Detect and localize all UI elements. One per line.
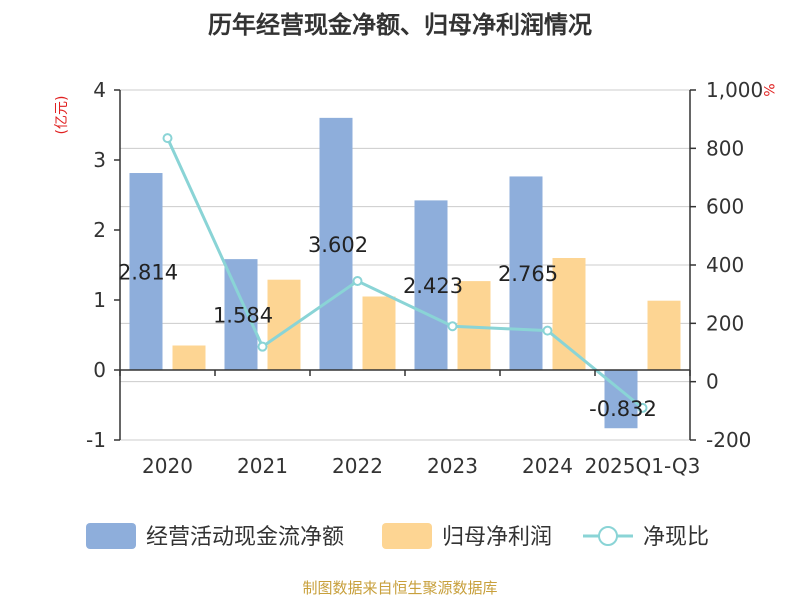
cash-flow-data-label: -0.832 <box>589 397 657 421</box>
legend-label: 经营活动现金流净额 <box>146 525 344 550</box>
cash-flow-data-label: 3.602 <box>308 233 368 257</box>
cash-flow-data-label: 2.765 <box>498 262 558 286</box>
legend-swatch <box>86 523 136 549</box>
cash-flow-data-label: 2.814 <box>118 261 178 285</box>
right-tick-label: 0 <box>706 370 719 394</box>
cash-flow-data-label: 1.584 <box>213 304 273 328</box>
legend-item-cash-flow[interactable]: 经营活动现金流净额 <box>86 523 344 550</box>
legend-item-net-profit[interactable]: 归母净利润 <box>382 523 552 550</box>
ratio-point <box>352 276 363 287</box>
ratio-line-path <box>166 137 644 410</box>
bar-cash-flow <box>319 117 353 370</box>
bars <box>129 117 681 429</box>
legend-label: 归母净利润 <box>442 525 552 550</box>
x-tick-label: 2020 <box>142 454 193 478</box>
grid-lines <box>120 89 690 441</box>
right-tick-label: -200 <box>706 428 751 452</box>
ratio-point <box>637 402 648 413</box>
ratio-line <box>162 133 648 413</box>
x-tick-label: 2022 <box>332 454 383 478</box>
ratio-point <box>257 341 268 352</box>
right-tick-label: 600 <box>706 195 744 219</box>
bar-net-profit <box>362 296 396 370</box>
left-axis-unit: (亿元) <box>54 96 70 135</box>
cash-flow-data-label: 2.423 <box>403 274 463 298</box>
data-labels: 2.814 1.584 3.602 2.423 2.765 -0.832 <box>118 233 657 421</box>
x-tick-label: 2021 <box>237 454 288 478</box>
left-tick-label: 2 <box>93 218 106 242</box>
source-footer: 制图数据来自恒生聚源数据库 <box>302 579 497 597</box>
x-tick-label: 2023 <box>427 454 478 478</box>
bar-net-profit <box>647 300 681 370</box>
x-tick-label: 2025Q1-Q3 <box>585 454 701 478</box>
legend-label: 净现比 <box>643 525 709 550</box>
right-tick-label: 800 <box>706 136 744 160</box>
right-tick-label: 200 <box>706 311 744 335</box>
left-tick-label: 0 <box>93 358 106 382</box>
bar-cash-flow <box>509 176 543 370</box>
left-tick-label: 1 <box>93 288 106 312</box>
left-tick-label: 3 <box>93 148 106 172</box>
ratio-point <box>162 133 173 144</box>
bar-net-profit <box>172 345 206 370</box>
chart-title: 历年经营现金净额、归母净利润情况 <box>208 11 592 39</box>
right-tick-label: 1,000 <box>706 78 763 102</box>
ratio-point <box>542 325 553 336</box>
legend-marker <box>598 526 618 546</box>
legend[interactable]: 经营活动现金流净额 归母净利润 净现比 <box>86 523 709 550</box>
ratio-point <box>447 321 458 332</box>
right-axis-unit: % <box>760 83 776 96</box>
legend-swatch <box>382 523 432 549</box>
x-tick-label: 2024 <box>522 454 573 478</box>
left-tick-label: 4 <box>93 78 106 102</box>
axes: 4 3 2 1 0 -1 1,000 800 600 400 200 0 -200 2020 2021 202… <box>86 78 763 478</box>
bar-cash-flow <box>129 173 163 370</box>
bar-cash-flow <box>414 200 448 370</box>
right-tick-label: 400 <box>706 253 744 277</box>
bar-net-profit <box>552 258 586 370</box>
legend-item-ratio[interactable]: 净现比 <box>583 525 709 550</box>
left-tick-label: -1 <box>86 428 106 452</box>
